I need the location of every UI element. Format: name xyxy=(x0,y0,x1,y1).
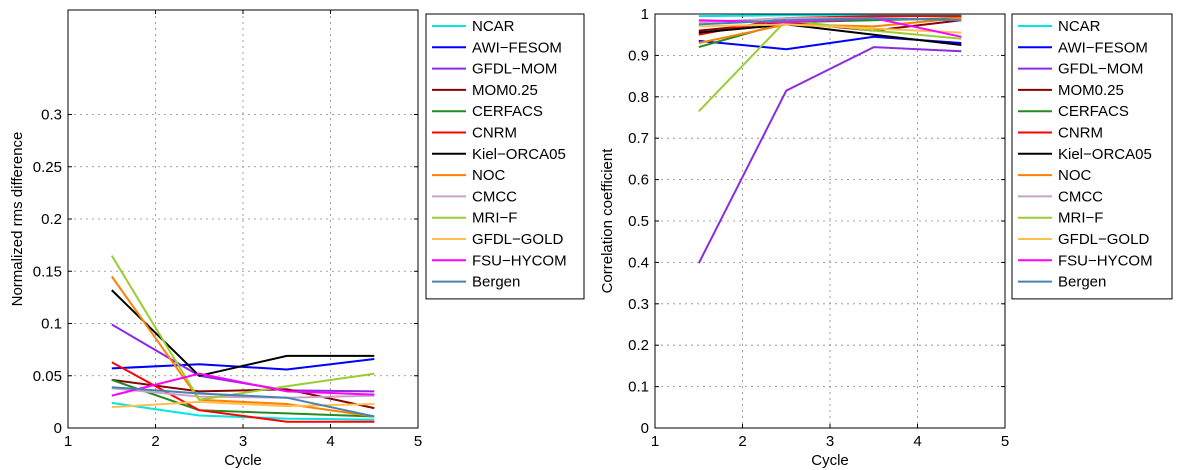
y-tick-label: 0.1 xyxy=(628,379,649,396)
legend-entry: CNRM xyxy=(472,125,517,142)
x-tick-label: 1 xyxy=(64,433,72,450)
y-tick-label: 0 xyxy=(54,420,62,437)
y-tick-label: 0.2 xyxy=(628,337,649,354)
y-tick-label: 0.15 xyxy=(33,263,62,280)
y-axis-label: Normalized rms difference xyxy=(9,132,26,307)
y-tick-label: 0.7 xyxy=(628,130,649,147)
y-tick-label: 0.5 xyxy=(628,213,649,230)
legend-entry: MOM0.25 xyxy=(472,82,538,99)
series-line xyxy=(111,372,375,397)
x-tick-label: 3 xyxy=(826,433,834,450)
legend-box xyxy=(425,13,585,300)
y-tick-label: 0.2 xyxy=(41,211,62,228)
legend-box xyxy=(1011,13,1173,300)
legend: NCAR AWI−FESOM GFDL−MOM MOM0.25 CERFACS CNRM K… xyxy=(425,13,585,300)
legend-entry: AWI−FESOM xyxy=(472,39,562,56)
series-line xyxy=(698,23,962,34)
legend-entry: FSU−HYCOM xyxy=(472,252,567,269)
y-tick-label: 0.6 xyxy=(628,172,649,189)
plot-frame xyxy=(67,9,419,429)
y-tick-label: 0.8 xyxy=(628,89,649,106)
legend-entry: Kiel−ORCA05 xyxy=(472,146,566,163)
legend-entry: Bergen xyxy=(1058,274,1106,291)
plot-frame xyxy=(654,13,1006,429)
series-line xyxy=(111,378,375,418)
series-line xyxy=(111,361,375,423)
y-tick-label: 0 xyxy=(641,420,649,437)
series-line xyxy=(698,17,962,38)
x-tick-label: 5 xyxy=(414,433,422,450)
legend-entry: GFDL−MOM xyxy=(472,61,557,78)
series-line xyxy=(698,19,962,112)
legend-entry: CMCC xyxy=(472,188,517,205)
legend-entry: FSU−HYCOM xyxy=(1058,252,1153,269)
legend-entry: NOC xyxy=(472,167,506,184)
legend-entry: AWI−FESOM xyxy=(1058,39,1148,56)
legend-entry: GFDL−MOM xyxy=(1058,61,1143,78)
series-line xyxy=(698,13,962,18)
legend-entry: Kiel−ORCA05 xyxy=(1058,146,1152,163)
legend-entry: CERFACS xyxy=(1058,103,1129,120)
series-line xyxy=(111,386,375,418)
series-line xyxy=(111,358,375,371)
series-line xyxy=(111,400,375,409)
series-line xyxy=(698,23,962,46)
y-tick-label: 0.4 xyxy=(628,254,649,271)
x-tick-label: 2 xyxy=(151,433,159,450)
series-line xyxy=(111,387,375,399)
chart-2: 1 2 3 4 5 0 0.1 0.2 0.3 0.4 0.5 0.6 0.7 0.8 0.9 1 Cycle C… xyxy=(599,6,1173,469)
legend-entry: NOC xyxy=(1058,167,1092,184)
x-tick-label: 3 xyxy=(239,433,247,450)
y-tick-label: 1 xyxy=(641,6,649,23)
y-tick-label: 0.3 xyxy=(628,296,649,313)
x-tick-label: 4 xyxy=(326,433,334,450)
chart-1: 1 2 3 4 5 0 0.05 0.1 0.15 0.2 0.25 0.3 Cycle Normaliz… xyxy=(9,9,585,469)
x-tick-label: 5 xyxy=(1001,433,1009,450)
legend-entry: Bergen xyxy=(472,274,520,291)
y-tick-label: 0.05 xyxy=(33,368,62,385)
y-tick-label: 0.1 xyxy=(41,316,62,333)
legend-entry: GFDL−GOLD xyxy=(472,231,563,248)
legend: NCAR AWI−FESOM GFDL−MOM MOM0.25 CERFACS CNRM K… xyxy=(1011,13,1173,300)
legend-entry: CMCC xyxy=(1058,188,1103,205)
y-tick-label: 0.25 xyxy=(33,159,62,176)
series-line xyxy=(697,46,962,264)
legend-entry: MOM0.25 xyxy=(1058,82,1124,99)
legend-entry: CERFACS xyxy=(472,103,543,120)
legend-entry: CNRM xyxy=(1058,125,1103,142)
series-line xyxy=(698,17,962,26)
series-line xyxy=(110,275,375,418)
legend-entry: MRI−F xyxy=(472,210,517,227)
legend-entry: NCAR xyxy=(472,18,515,35)
series-line xyxy=(111,401,375,421)
series-line xyxy=(111,289,375,377)
legend-entry: NCAR xyxy=(1058,18,1101,35)
x-axis-label: Cycle xyxy=(224,452,262,469)
y-tick-label: 0.3 xyxy=(41,107,62,124)
x-tick-label: 1 xyxy=(651,433,659,450)
x-axis-label: Cycle xyxy=(811,452,849,469)
legend-entry: GFDL−GOLD xyxy=(1058,231,1149,248)
y-axis-label: Correlation coefficient xyxy=(599,148,616,294)
y-tick-label: 0.9 xyxy=(628,47,649,64)
legend-entry: MRI−F xyxy=(1058,210,1103,227)
x-tick-label: 4 xyxy=(913,433,921,450)
x-tick-label: 2 xyxy=(738,433,746,450)
series-line xyxy=(110,255,375,401)
